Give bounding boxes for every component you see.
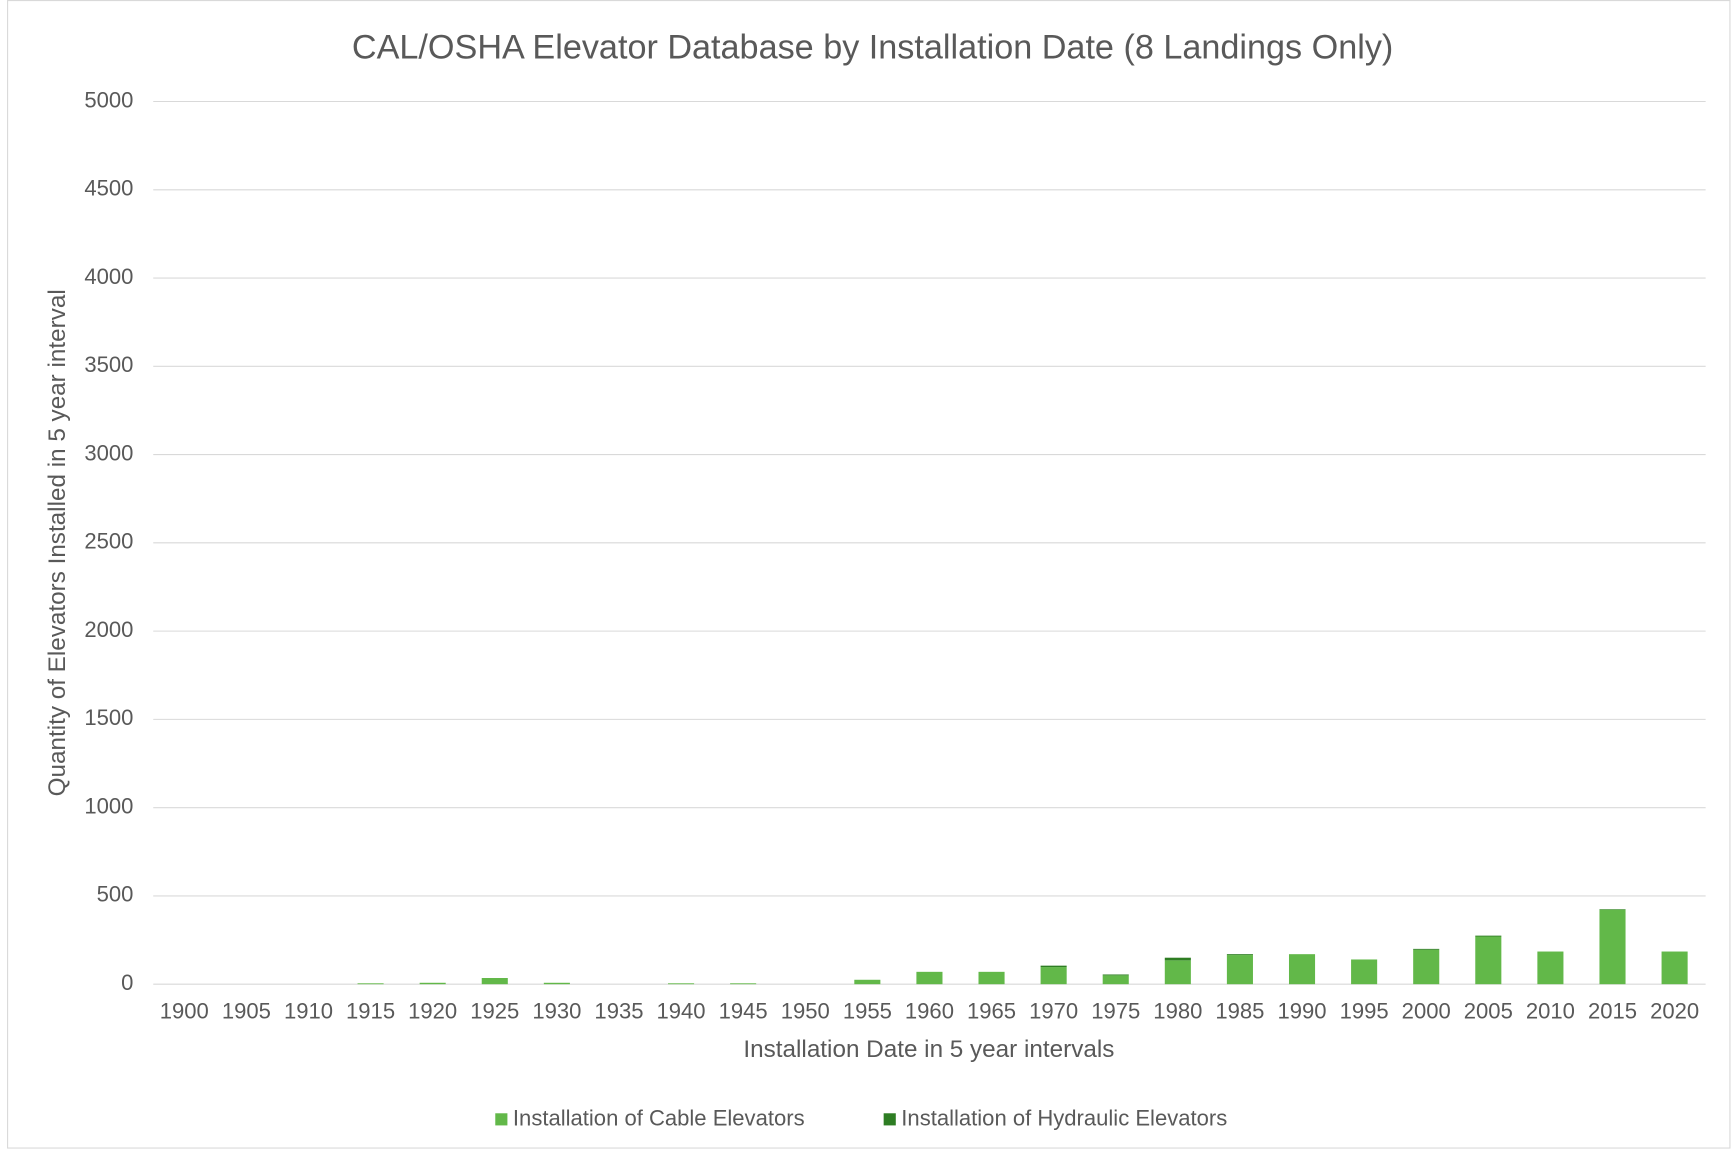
bar-segment	[1413, 948, 1440, 950]
legend-label: Installation of Cable Elevators	[513, 1106, 805, 1131]
y-tick-label: 5000	[84, 87, 133, 112]
x-tick-label: 1910	[284, 999, 333, 1024]
x-tick-label: 1980	[1153, 999, 1202, 1024]
x-tick-label: 2020	[1650, 999, 1699, 1024]
bar-segment	[481, 978, 508, 985]
bar-segment	[1226, 954, 1253, 956]
x-tick-label: 1990	[1277, 999, 1326, 1024]
bar-segment	[1661, 951, 1688, 985]
bar-segment	[1164, 957, 1191, 961]
x-tick-label: 1960	[905, 999, 954, 1024]
x-tick-label: 1945	[719, 999, 768, 1024]
bar-segment	[1599, 909, 1626, 985]
y-tick-label: 0	[121, 970, 133, 995]
y-tick-label: 500	[97, 882, 134, 907]
bar-segment	[1102, 974, 1129, 976]
legend-label: Installation of Hydraulic Elevators	[901, 1106, 1227, 1131]
bar-segment	[1599, 909, 1626, 910]
bar-segment	[978, 971, 1005, 985]
x-tick-label: 1930	[532, 999, 581, 1024]
bar-segment	[1226, 955, 1253, 985]
chart-title: CAL/OSHA Elevator Database by Installati…	[352, 29, 1393, 67]
x-tick-label: 2005	[1464, 999, 1513, 1024]
bar-segment	[1475, 935, 1502, 937]
y-tick-label: 2000	[84, 617, 133, 642]
bar-segment	[1164, 960, 1191, 985]
y-tick-label: 4000	[84, 264, 133, 289]
bar-segment	[419, 982, 446, 985]
y-tick-label: 4500	[84, 176, 133, 201]
bar-segment	[543, 982, 570, 985]
bar-segment	[916, 971, 943, 985]
x-tick-label: 1995	[1340, 999, 1389, 1024]
bar-segment	[1537, 951, 1564, 985]
x-tick-label: 2010	[1526, 999, 1575, 1024]
legend-swatch	[495, 1113, 508, 1126]
bar-segment	[1102, 975, 1129, 985]
bar-segment	[1040, 967, 1067, 985]
y-tick-label: 1500	[84, 705, 133, 730]
chart-border	[7, 0, 1731, 1149]
bar-segment	[1288, 954, 1316, 985]
bar-segment	[1040, 965, 1067, 968]
x-tick-label: 1955	[843, 999, 892, 1024]
x-tick-label: 1975	[1091, 999, 1140, 1024]
bar-segment	[668, 983, 695, 985]
bar-segment	[854, 979, 881, 985]
y-tick-label: 2500	[84, 529, 133, 554]
x-axis-title: Installation Date in 5 year intervals	[743, 1036, 1114, 1063]
bar-segment	[357, 983, 384, 985]
bar-segment	[1413, 949, 1440, 985]
x-tick-label: 1970	[1029, 999, 1078, 1024]
y-tick-label: 1000	[84, 793, 133, 818]
x-tick-label: 2015	[1588, 999, 1637, 1024]
y-tick-label: 3500	[84, 352, 133, 377]
bar-segment	[1351, 959, 1378, 985]
x-tick-label: 1940	[657, 999, 706, 1024]
x-tick-label: 1925	[470, 999, 519, 1024]
x-tick-label: 1965	[967, 999, 1016, 1024]
x-tick-label: 1920	[408, 999, 457, 1024]
y-tick-label: 3000	[84, 440, 133, 465]
x-tick-label: 2000	[1402, 999, 1451, 1024]
x-tick-label: 1900	[160, 999, 209, 1024]
bar-segment	[1475, 936, 1502, 985]
x-tick-label: 1950	[781, 999, 830, 1024]
x-tick-label: 1915	[346, 999, 395, 1024]
legend-swatch	[883, 1113, 896, 1126]
x-tick-label: 1935	[594, 999, 643, 1024]
x-tick-label: 1985	[1215, 999, 1264, 1024]
x-tick-label: 1905	[222, 999, 271, 1024]
bar-segment	[730, 983, 757, 985]
y-axis-title: Quantity of Elevators Installed in 5 yea…	[44, 289, 71, 796]
